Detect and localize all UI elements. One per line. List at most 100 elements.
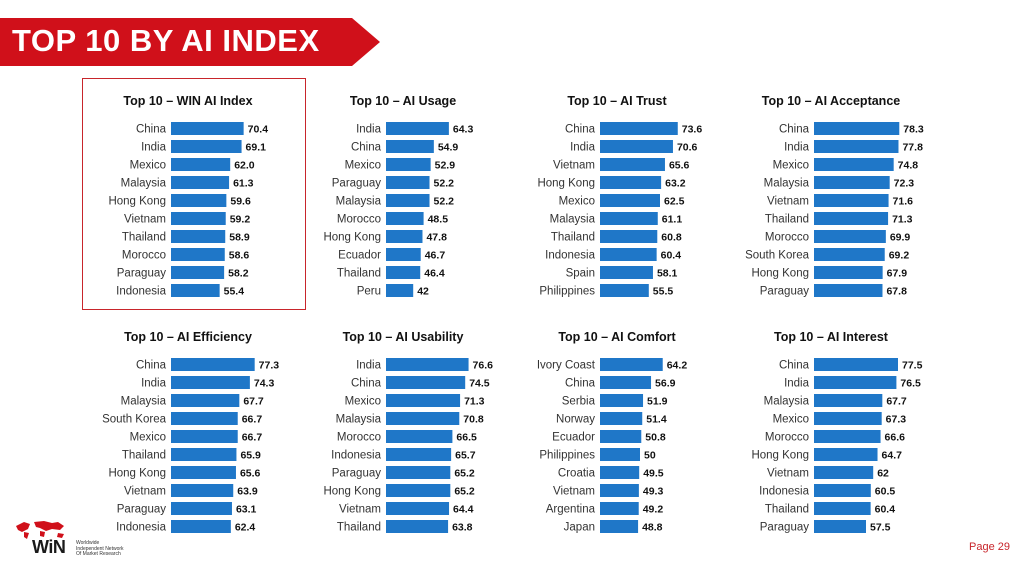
bar: [814, 158, 894, 171]
bar: [600, 230, 658, 243]
bar: [386, 412, 460, 425]
bar: [814, 430, 881, 443]
category-label: Indonesia: [545, 250, 595, 262]
value-label: 56.9: [655, 378, 676, 390]
value-label: 55.5: [653, 286, 674, 298]
value-label: 67.3: [886, 414, 907, 426]
bar: [171, 176, 230, 189]
category-label: Vietnam: [124, 214, 166, 226]
category-label: Malaysia: [336, 414, 382, 426]
category-label: Ecuador: [338, 250, 381, 262]
bar: [600, 466, 640, 479]
chart-title: Top 10 – AI Usage: [349, 94, 457, 108]
bar: [171, 466, 236, 479]
value-label: 62.0: [234, 160, 255, 172]
category-label: Morocco: [337, 432, 381, 444]
value-label: 51.4: [646, 414, 667, 426]
value-label: 63.1: [236, 504, 257, 516]
value-label: 54.9: [438, 142, 459, 154]
category-label: Hong Kong: [751, 450, 809, 462]
value-label: 58.9: [229, 232, 250, 244]
category-label: India: [356, 124, 382, 136]
chart-ai-usability: Top 10 – AI Usability India 76.6 China 74.5…: [283, 330, 523, 545]
category-label: Vietnam: [767, 468, 809, 480]
category-label: Indonesia: [116, 286, 166, 298]
page-number: Page 29: [969, 541, 1010, 553]
value-label: 62.5: [664, 196, 685, 208]
category-label: China: [565, 378, 596, 390]
value-label: 50: [644, 450, 656, 462]
bar: [814, 194, 889, 207]
category-label: Norway: [556, 414, 595, 426]
bar: [386, 376, 466, 389]
chart-svg: India 64.3 China 54.9 Mexico 52.9 Paraguay 52.2…: [323, 122, 473, 298]
chart-title: Top 10 – AI Acceptance: [761, 94, 901, 108]
bar: [386, 284, 414, 297]
logo-line: Independent Network: [76, 545, 124, 552]
bar: [171, 158, 231, 171]
category-label: China: [351, 142, 382, 154]
bar: [171, 266, 225, 279]
category-label: Paraguay: [760, 522, 809, 534]
chart-svg: India 76.6 China 74.5 Mexico 71.3 Malaysia 70.8…: [323, 358, 493, 534]
category-label: Paraguay: [332, 178, 381, 190]
chart-svg: Ivory Coast 64.2 China 56.9 Serbia 51.9 Norway…: [537, 358, 687, 534]
value-label: 66.7: [242, 432, 263, 444]
value-label: 61.1: [662, 214, 683, 226]
bar: [814, 376, 897, 389]
chart-svg: China 70.4 India 69.1 Mexico 62.0 Malaysia 61.3…: [108, 122, 268, 298]
bar: [600, 248, 657, 261]
page-title: TOP 10 BY AI INDEX: [12, 23, 320, 58]
category-label: Morocco: [765, 432, 809, 444]
category-label: Indonesia: [759, 486, 809, 498]
value-label: 48.8: [642, 522, 663, 534]
bar: [814, 466, 874, 479]
category-label: Indonesia: [116, 522, 166, 534]
value-label: 74.3: [254, 378, 275, 390]
value-label: 63.9: [237, 486, 258, 498]
bar: [600, 158, 665, 171]
value-label: 67.8: [886, 286, 907, 298]
category-label: Paraguay: [117, 504, 166, 516]
bar: [171, 412, 238, 425]
category-label: South Korea: [102, 414, 167, 426]
bar: [386, 358, 469, 371]
category-label: Thailand: [337, 522, 381, 534]
bar: [600, 284, 649, 297]
bar: [600, 520, 639, 533]
value-label: 60.8: [661, 232, 682, 244]
value-label: 77.3: [259, 360, 280, 372]
bar: [386, 176, 430, 189]
bar: [171, 394, 240, 407]
bar: [171, 194, 227, 207]
value-label: 69.9: [890, 232, 911, 244]
bar: [600, 122, 678, 135]
value-label: 70.6: [677, 142, 698, 154]
category-label: India: [784, 142, 810, 154]
value-label: 46.4: [424, 268, 445, 280]
value-label: 60.5: [875, 486, 896, 498]
value-label: 55.4: [224, 286, 245, 298]
bar: [814, 502, 871, 515]
bar: [171, 484, 234, 497]
value-label: 59.2: [230, 214, 251, 226]
bar: [814, 520, 866, 533]
category-label: Malaysia: [764, 396, 810, 408]
category-label: Malaysia: [336, 196, 382, 208]
value-label: 69.2: [889, 250, 910, 262]
chart-ai-acceptance: Top 10 – AI Acceptance China 78.3 India 77.…: [711, 94, 951, 309]
value-label: 64.7: [882, 450, 903, 462]
logo-line: Of Market Research: [76, 551, 121, 557]
value-label: 60.4: [875, 504, 896, 516]
world-map-icon: [16, 521, 64, 539]
value-label: 77.5: [902, 360, 923, 372]
value-label: 62: [877, 468, 889, 480]
category-label: China: [351, 378, 382, 390]
category-label: Hong Kong: [537, 178, 595, 190]
value-label: 49.2: [643, 504, 664, 516]
bar: [600, 212, 658, 225]
category-label: Peru: [357, 286, 381, 298]
category-label: Vietnam: [124, 486, 166, 498]
bar: [386, 430, 453, 443]
value-label: 49.5: [643, 468, 664, 480]
